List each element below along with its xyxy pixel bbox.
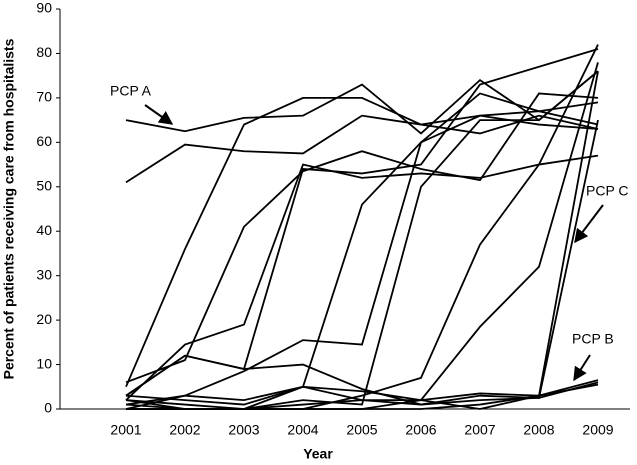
series-line: [125, 92, 599, 406]
series-line: [125, 154, 599, 401]
arrow: [574, 204, 604, 244]
x-tick-label: 2001: [110, 422, 141, 438]
y-tick-label: 40: [36, 222, 52, 238]
series-line: [125, 101, 599, 410]
y-axis-title: Percent of patients receiving care from …: [1, 38, 17, 379]
x-tick-label: 2002: [169, 422, 200, 438]
series-line: [125, 383, 599, 410]
series-line: [126, 62, 599, 410]
series-line: [125, 114, 599, 184]
x-tick-label: 2006: [405, 422, 436, 438]
arrow: [573, 354, 591, 382]
y-tick-label: 20: [36, 311, 52, 327]
y-tick-label: 10: [36, 355, 52, 371]
x-tick-label: 2003: [228, 422, 259, 438]
annotation: PCP A: [110, 83, 152, 99]
series-line: [125, 119, 599, 406]
series-line: [125, 354, 599, 406]
annotation: PCP B: [572, 331, 614, 347]
series-line: [125, 92, 599, 384]
x-tick-label: 2008: [523, 422, 554, 438]
annotation: PCP C: [586, 183, 629, 199]
x-tick-label: 2004: [287, 422, 318, 438]
y-tick-label: 0: [44, 400, 52, 416]
x-tick-label: 2007: [464, 422, 495, 438]
y-tick-label: 70: [36, 89, 52, 105]
x-axis-title: Year: [303, 446, 333, 462]
x-tick-label: 2009: [582, 422, 613, 438]
y-tick-label: 90: [36, 0, 52, 16]
y-tick-label: 60: [36, 133, 52, 149]
y-tick-label: 30: [36, 266, 52, 282]
x-tick-label: 2005: [346, 422, 377, 438]
y-tick-label: 80: [36, 44, 52, 60]
y-tick-label: 50: [36, 177, 52, 193]
arrow: [144, 104, 174, 125]
series-line: [126, 44, 599, 410]
series-line: [125, 70, 599, 135]
